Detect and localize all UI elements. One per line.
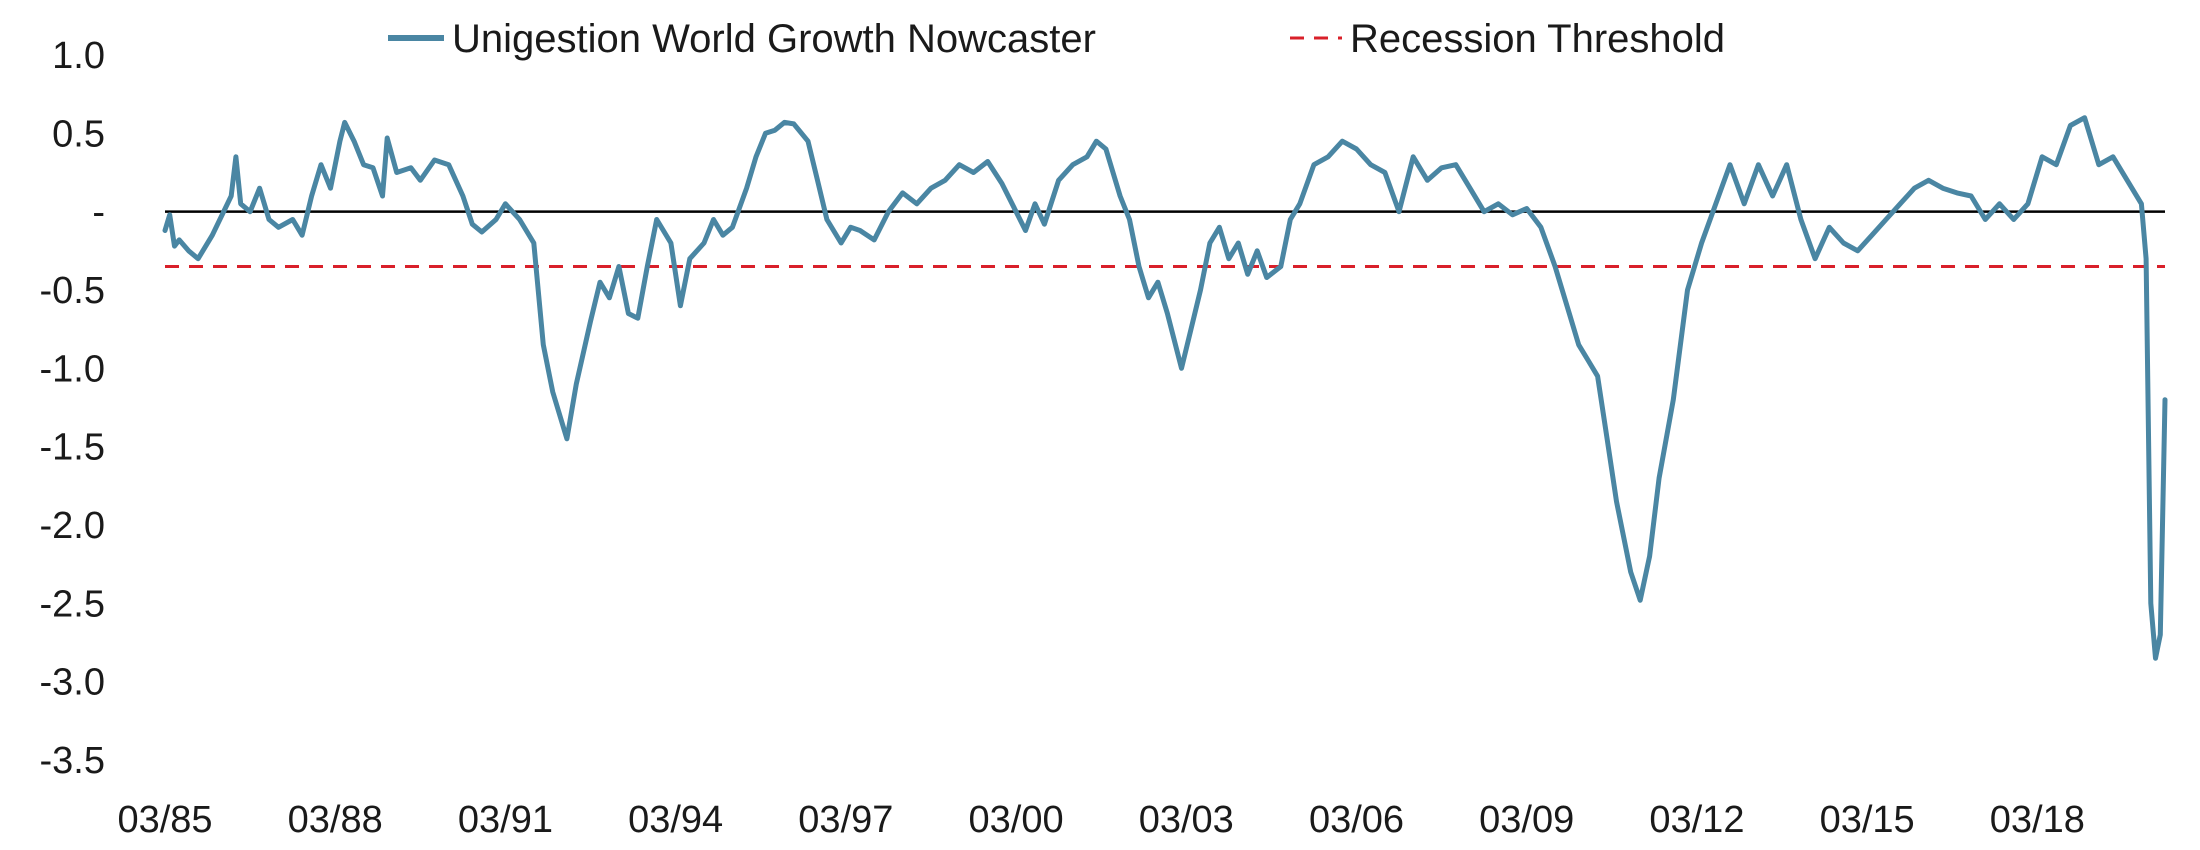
x-tick-label: 03/85 [117,799,212,841]
legend: Unigestion World Growth Nowcaster Recess… [388,17,1725,61]
x-tick-label: 03/06 [1309,799,1404,841]
legend-item-growth-nowcaster: Unigestion World Growth Nowcaster [388,17,1096,61]
legend-label-recession-threshold: Recession Threshold [1350,17,1725,61]
x-tick-label: 03/15 [1820,799,1915,841]
y-tick-label: -2.0 [40,505,105,547]
y-tick-label: -1.5 [40,427,105,469]
y-tick-label: - [92,192,105,234]
x-tick-label: 03/12 [1649,799,1744,841]
y-tick-label: -0.5 [40,270,105,312]
x-tick-label: 03/18 [1990,799,2085,841]
y-tick-label: 1.0 [52,35,105,77]
y-tick-label: -3.0 [40,662,105,704]
x-tick-label: 03/00 [969,799,1064,841]
x-tick-label: 03/03 [1139,799,1234,841]
x-tick-label: 03/94 [628,799,723,841]
x-tick-label: 03/91 [458,799,553,841]
x-tick-label: 03/09 [1479,799,1574,841]
y-tick-label: -2.5 [40,583,105,625]
x-axis: 03/85 03/88 03/91 03/94 03/97 03/00 03/03 03/06… [117,799,2084,841]
y-axis: 1.0 0.5 - -0.5 -1.0 -1.5 -2.0 -2.5 -3.0 -3.5 [40,35,105,782]
legend-item-recession-threshold: Recession Threshold [1290,17,1725,61]
y-tick-label: -1.0 [40,348,105,390]
x-tick-label: 03/97 [798,799,893,841]
y-tick-label: 0.5 [52,113,105,155]
x-tick-label: 03/88 [288,799,383,841]
legend-label-growth-nowcaster: Unigestion World Growth Nowcaster [452,17,1096,61]
growth-nowcaster-line [162,115,2168,661]
y-tick-label: -3.5 [40,740,105,782]
